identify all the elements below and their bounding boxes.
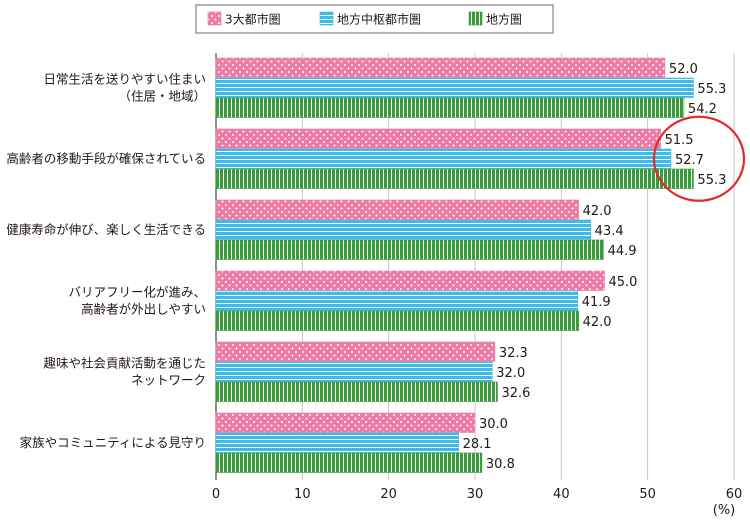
bar	[215, 239, 604, 260]
legend-label: 3大都市圏	[225, 12, 281, 27]
value-label: 52.7	[675, 153, 704, 168]
bar	[215, 219, 591, 240]
value-label: 54.2	[688, 102, 717, 117]
x-axis-unit: (%)	[713, 503, 736, 518]
value-label: 43.4	[595, 224, 624, 239]
x-tick-label: 60	[726, 487, 743, 502]
value-label: 55.3	[697, 82, 726, 97]
category-labels: 日常生活を送りやすい住まい （住居・地域） 高齢者の移動手段が確保されている健康寿命…	[6, 71, 206, 450]
x-tick-label: 30	[467, 487, 484, 502]
value-label: 45.0	[609, 275, 638, 290]
value-label: 32.3	[499, 346, 528, 361]
x-tick-label: 50	[639, 487, 656, 502]
value-label: 30.8	[486, 457, 515, 472]
category-label: 健康寿命が伸び、楽しく生活できる	[6, 222, 206, 237]
category-label: 高齢者が外出しやすい	[81, 301, 206, 316]
bar	[215, 270, 605, 291]
x-tick-label: 20	[380, 487, 397, 502]
legend-swatch	[319, 11, 334, 26]
bar	[215, 168, 694, 189]
bar	[215, 412, 476, 433]
value-label: 44.9	[608, 244, 637, 259]
value-label: 42.0	[583, 204, 612, 219]
x-tick-label: 10	[294, 487, 311, 502]
bar	[215, 148, 672, 169]
value-labels: 52.0 55.3 54.2 51.5 52.7 55.3 42.0 43.4 44.9 45.0…	[463, 62, 727, 472]
bar	[215, 341, 496, 362]
value-label: 32.0	[496, 366, 525, 381]
legend-box	[195, 4, 554, 34]
legend-label: 地方中枢都市圏	[337, 12, 421, 27]
value-label: 51.5	[665, 133, 694, 148]
bars	[215, 57, 694, 473]
bar	[215, 128, 661, 149]
legend-label: 地方圏	[486, 12, 522, 27]
value-label: 30.0	[479, 417, 508, 432]
bar	[215, 290, 579, 311]
x-tick-label: 0	[212, 487, 220, 502]
legend-swatch	[468, 11, 483, 26]
bar	[215, 77, 694, 98]
x-axis-ticks: 0 10 20 30 40 50 60(%)	[212, 487, 742, 518]
category-label: 家族やコミュニティによる見守り	[20, 435, 206, 450]
bar	[215, 361, 493, 382]
bar	[215, 381, 498, 402]
legend-swatch	[207, 11, 222, 26]
category-label: 高齢者の移動手段が確保されている	[6, 151, 206, 166]
category-label: （住居・地域）	[118, 88, 206, 103]
grid-lines	[215, 53, 735, 480]
value-label: 42.0	[583, 315, 612, 330]
highlight	[652, 115, 746, 202]
bar	[215, 57, 666, 78]
value-label: 41.9	[582, 295, 611, 310]
highlight-circle	[652, 115, 746, 202]
bar	[215, 432, 459, 453]
bar	[215, 97, 685, 118]
bar	[215, 199, 579, 220]
value-label: 32.6	[501, 386, 530, 401]
bar	[215, 310, 579, 331]
value-label: 55.3	[697, 173, 726, 188]
category-label: ネットワーク	[131, 372, 206, 387]
bar	[215, 452, 483, 473]
legend: 3大都市圏 地方中枢都市圏 地方圏	[195, 4, 554, 34]
value-label: 28.1	[463, 437, 492, 452]
category-label: 趣味や社会貢献活動を通じた	[43, 355, 206, 370]
category-label: バリアフリー化が進み、	[68, 284, 206, 299]
value-label: 52.0	[669, 62, 698, 77]
x-tick-label: 40	[553, 487, 570, 502]
category-label: 日常生活を送りやすい住まい	[43, 71, 206, 86]
